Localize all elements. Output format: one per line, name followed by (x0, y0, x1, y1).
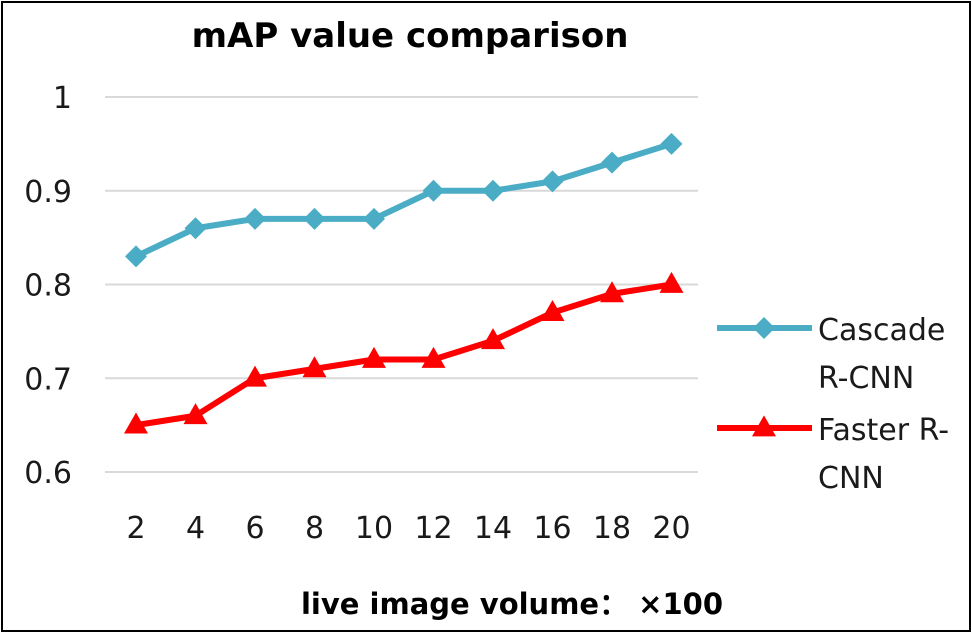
legend-label: CNN (818, 461, 884, 496)
x-tick-label: 4 (186, 511, 205, 546)
data-point (302, 356, 327, 378)
legend-label: R-CNN (818, 361, 914, 396)
data-point (422, 179, 445, 202)
legend: Cascade R-CNN Faster R- CNN (717, 313, 949, 496)
x-tick-label: 8 (305, 511, 324, 546)
gridlines (105, 96, 698, 473)
x-tick-label: 10 (355, 511, 393, 546)
legend-marker (752, 415, 776, 437)
data-point (660, 132, 683, 155)
series-cascade-r-cnn (125, 132, 683, 268)
y-tick-label: 0.6 (24, 456, 72, 491)
data-point (125, 245, 147, 268)
legend-marker (753, 317, 775, 339)
data-point (600, 281, 624, 303)
legend-entry: Cascade R-CNN (717, 313, 945, 396)
data-point (363, 207, 385, 230)
x-axis-label: live image volume： ×100 (301, 587, 723, 621)
data-point (482, 179, 504, 202)
series-faster-r-cnn (124, 271, 684, 434)
x-tick-label: 20 (652, 511, 690, 546)
legend-label: Cascade (818, 313, 945, 348)
chart-title: mAP value comparison (192, 16, 629, 56)
series-layer (124, 132, 684, 434)
x-tick-label: 6 (245, 511, 264, 546)
series-line (134, 141, 673, 260)
data-point (481, 328, 505, 350)
data-point (243, 365, 267, 387)
y-tick-label: 0.7 (24, 362, 72, 397)
data-point (659, 271, 684, 293)
data-point (124, 412, 148, 434)
x-tick-label: 16 (533, 511, 571, 546)
legend-label: Faster R- (818, 413, 949, 448)
x-axis-ticks: 2 4 6 8 10 12 14 16 18 20 (126, 511, 690, 546)
series-line (135, 281, 672, 429)
data-point (601, 151, 623, 174)
data-point (362, 346, 386, 368)
x-tick-label: 14 (474, 511, 512, 546)
y-tick-label: 0.8 (24, 269, 72, 304)
data-point (541, 170, 564, 193)
y-tick-label: 0.9 (24, 175, 72, 210)
data-point (303, 207, 326, 230)
y-axis-ticks: 0.6 0.7 0.8 0.9 1 (24, 81, 72, 491)
x-tick-label: 12 (414, 511, 452, 546)
x-tick-label: 18 (593, 511, 631, 546)
x-tick-label: 2 (126, 511, 145, 546)
data-point (540, 300, 565, 322)
legend-entry: Faster R- CNN (717, 413, 949, 496)
data-point (244, 207, 266, 230)
data-point (183, 403, 208, 425)
data-point (184, 217, 207, 240)
data-point (421, 346, 446, 368)
y-tick-label: 1 (53, 81, 72, 116)
